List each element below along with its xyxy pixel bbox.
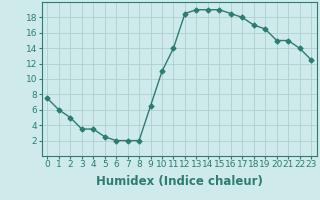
X-axis label: Humidex (Indice chaleur): Humidex (Indice chaleur) — [96, 175, 263, 188]
